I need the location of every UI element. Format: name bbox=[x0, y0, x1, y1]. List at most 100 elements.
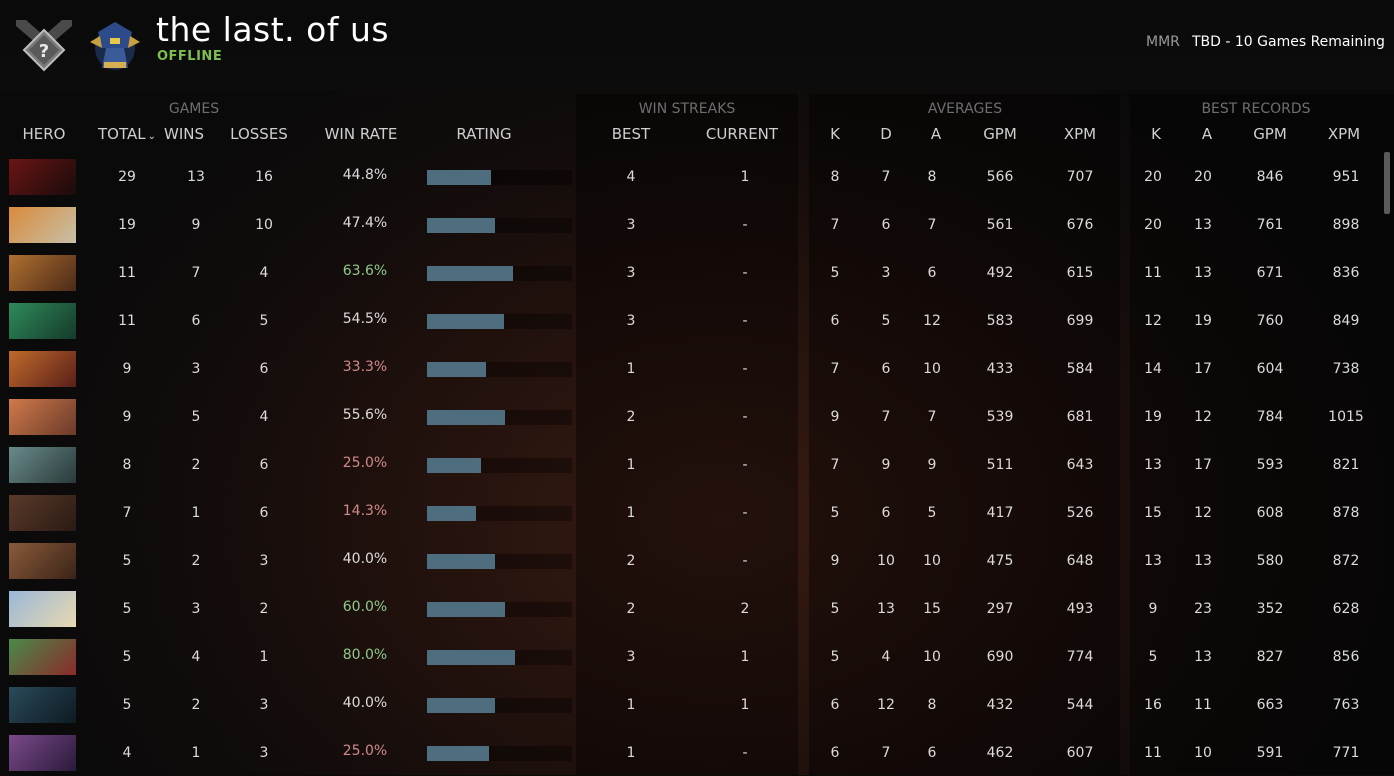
hero-portrait-icon[interactable] bbox=[9, 351, 76, 387]
col-avg-gpm[interactable]: GPM bbox=[983, 125, 1017, 143]
col-best-xpm[interactable]: XPM bbox=[1327, 125, 1361, 143]
cell-best-assists: 10 bbox=[1194, 745, 1212, 761]
cell-win-rate: 54.5% bbox=[342, 311, 388, 327]
col-rating[interactable]: RATING bbox=[456, 125, 512, 143]
rating-bar bbox=[427, 602, 572, 617]
cell-current-streak: - bbox=[742, 361, 748, 377]
cell-total: 11 bbox=[118, 313, 136, 329]
col-best-gpm[interactable]: GPM bbox=[1253, 125, 1287, 143]
col-total[interactable]: TOTAL ⌄ bbox=[92, 125, 162, 143]
col-win-rate[interactable]: WIN RATE bbox=[324, 125, 398, 143]
table-row[interactable]: 5 3 2 2 2 5 13 15 297 493 9 23 352 628 60.0% bbox=[0, 584, 1394, 632]
hero-portrait-icon[interactable] bbox=[9, 303, 76, 339]
cell-avg-kills: 9 bbox=[830, 553, 840, 569]
cell-avg-deaths: 5 bbox=[881, 313, 891, 329]
table-row[interactable]: 4 1 3 1 - 6 7 6 462 607 11 10 591 771 25.0% bbox=[0, 728, 1394, 776]
rating-bar-fill bbox=[427, 458, 481, 473]
cell-best-gpm: 671 bbox=[1256, 265, 1284, 281]
col-avg-deaths[interactable]: D bbox=[880, 125, 892, 143]
cell-best-assists: 13 bbox=[1194, 649, 1212, 665]
rating-bar bbox=[427, 650, 572, 665]
cell-best-gpm: 663 bbox=[1256, 697, 1284, 713]
cell-avg-gpm: 561 bbox=[986, 217, 1014, 233]
rating-bar bbox=[427, 458, 572, 473]
col-hero[interactable]: HERO bbox=[22, 125, 66, 143]
cell-avg-deaths: 6 bbox=[881, 505, 891, 521]
cell-best-kills: 13 bbox=[1144, 457, 1162, 473]
hero-portrait-icon[interactable] bbox=[9, 591, 76, 627]
cell-current-streak: - bbox=[742, 409, 748, 425]
table-row[interactable]: 11 7 4 3 - 5 3 6 492 615 11 13 671 836 63.6% bbox=[0, 248, 1394, 296]
table-row[interactable]: 5 2 3 1 1 6 12 8 432 544 16 11 663 763 40.0% bbox=[0, 680, 1394, 728]
col-current-streak[interactable]: CURRENT bbox=[705, 125, 779, 143]
best-records-panel bbox=[1130, 94, 1394, 775]
cell-current-streak: - bbox=[742, 553, 748, 569]
cell-losses: 1 bbox=[259, 649, 269, 665]
uncalibrated-rank-badge-icon[interactable]: ? bbox=[16, 18, 72, 74]
table-scrollbar[interactable] bbox=[1384, 152, 1390, 214]
hero-portrait-icon[interactable] bbox=[9, 399, 76, 435]
hero-portrait-icon[interactable] bbox=[9, 543, 76, 579]
table-row[interactable]: 8 2 6 1 - 7 9 9 511 643 13 17 593 821 25.0% bbox=[0, 440, 1394, 488]
hero-portrait-icon[interactable] bbox=[9, 255, 76, 291]
cell-best-assists: 17 bbox=[1194, 361, 1212, 377]
cell-avg-kills: 7 bbox=[830, 217, 840, 233]
col-best-assists[interactable]: A bbox=[1201, 125, 1213, 143]
hero-portrait-icon[interactable] bbox=[9, 207, 76, 243]
cell-current-streak: 1 bbox=[740, 697, 750, 713]
cell-best-streak: 1 bbox=[626, 745, 636, 761]
table-row[interactable]: 9 3 6 1 - 7 6 10 433 584 14 17 604 738 33.3% bbox=[0, 344, 1394, 392]
cell-avg-deaths: 6 bbox=[881, 217, 891, 233]
cell-best-streak: 1 bbox=[626, 457, 636, 473]
col-avg-xpm[interactable]: XPM bbox=[1063, 125, 1097, 143]
rating-bar bbox=[427, 266, 572, 281]
table-row[interactable]: 11 6 5 3 - 6 5 12 583 699 12 19 760 849 54.5% bbox=[0, 296, 1394, 344]
cell-avg-deaths: 7 bbox=[881, 169, 891, 185]
player-name[interactable]: the last. of us bbox=[156, 10, 390, 49]
table-row[interactable]: 5 4 1 3 1 5 4 10 690 774 5 13 827 856 80.0% bbox=[0, 632, 1394, 680]
table-row[interactable]: 19 9 10 3 - 7 6 7 561 676 20 13 761 898 47.4% bbox=[0, 200, 1394, 248]
group-averages: AVERAGES bbox=[927, 101, 1003, 117]
cell-avg-assists: 6 bbox=[927, 745, 937, 761]
table-row[interactable]: 29 13 16 4 1 8 7 8 566 707 20 20 846 951 44.8% bbox=[0, 152, 1394, 200]
table-row[interactable]: 9 5 4 2 - 9 7 7 539 681 19 12 784 1015 55.6% bbox=[0, 392, 1394, 440]
cell-avg-xpm: 493 bbox=[1066, 601, 1094, 617]
cell-best-streak: 2 bbox=[626, 409, 636, 425]
group-win-streaks: WIN STREAKS bbox=[638, 101, 736, 117]
player-avatar-icon[interactable] bbox=[84, 18, 146, 74]
col-avg-kills[interactable]: K bbox=[830, 125, 840, 143]
cell-avg-deaths: 9 bbox=[881, 457, 891, 473]
cell-current-streak: - bbox=[742, 457, 748, 473]
cell-win-rate: 25.0% bbox=[342, 743, 388, 759]
rating-bar-fill bbox=[427, 698, 496, 713]
col-wins[interactable]: WINS bbox=[164, 125, 204, 143]
cell-avg-deaths: 10 bbox=[877, 553, 895, 569]
hero-portrait-icon[interactable] bbox=[9, 447, 76, 483]
cell-current-streak: 2 bbox=[740, 601, 750, 617]
rating-bar-fill bbox=[427, 554, 496, 569]
cell-wins: 2 bbox=[191, 697, 201, 713]
cell-win-rate: 40.0% bbox=[342, 551, 388, 567]
rating-bar-fill bbox=[427, 650, 516, 665]
cell-avg-assists: 7 bbox=[927, 409, 937, 425]
cell-best-streak: 1 bbox=[626, 361, 636, 377]
table-row[interactable]: 7 1 6 1 - 5 6 5 417 526 15 12 608 878 14.3% bbox=[0, 488, 1394, 536]
col-best-streak[interactable]: BEST bbox=[611, 125, 651, 143]
cell-best-kills: 16 bbox=[1144, 697, 1162, 713]
hero-portrait-icon[interactable] bbox=[9, 495, 76, 531]
cell-avg-kills: 5 bbox=[830, 601, 840, 617]
hero-portrait-icon[interactable] bbox=[9, 639, 76, 675]
col-avg-assists[interactable]: A bbox=[930, 125, 942, 143]
hero-portrait-icon[interactable] bbox=[9, 159, 76, 195]
col-losses[interactable]: LOSSES bbox=[230, 125, 288, 143]
col-best-kills[interactable]: K bbox=[1151, 125, 1161, 143]
cell-current-streak: 1 bbox=[740, 649, 750, 665]
table-row[interactable]: 5 2 3 2 - 9 10 10 475 648 13 13 580 872 40.0% bbox=[0, 536, 1394, 584]
hero-portrait-icon[interactable] bbox=[9, 687, 76, 723]
cell-avg-kills: 6 bbox=[830, 745, 840, 761]
cell-total: 19 bbox=[118, 217, 136, 233]
cell-avg-gpm: 432 bbox=[986, 697, 1014, 713]
hero-portrait-icon[interactable] bbox=[9, 735, 76, 771]
cell-avg-xpm: 774 bbox=[1066, 649, 1094, 665]
group-games: GAMES bbox=[168, 101, 220, 117]
